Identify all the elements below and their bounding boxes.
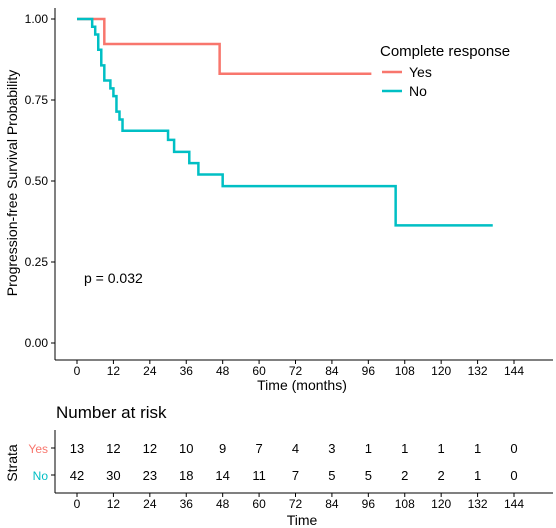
x-tick-label: 84	[325, 364, 339, 378]
x-tick-label: 48	[216, 364, 230, 378]
x-axis-ticks: 0 12 24 36 48 60 72 84 96 108 120 132 144	[74, 360, 524, 378]
y-axis-ticks: 0.00 0.25 0.50 0.75 1.00	[25, 12, 55, 350]
risk-x-tick-label: 36	[180, 497, 194, 511]
p-value-annotation: p = 0.032	[84, 270, 143, 286]
risk-x-tick-label: 12	[107, 497, 121, 511]
risk-cell: 12	[143, 441, 157, 456]
y-tick-label: 1.00	[25, 12, 49, 26]
survival-plot: 0.00 0.25 0.50 0.75 1.00 0 12 24 36 48 60 72 84 96 10…	[4, 8, 553, 393]
risk-x-tick-label: 120	[431, 497, 451, 511]
risk-cell: 23	[143, 468, 157, 483]
risk-cell: 10	[179, 441, 193, 456]
risk-cell: 1	[474, 441, 481, 456]
risk-cell: 0	[510, 468, 517, 483]
risk-cell: 42	[70, 468, 84, 483]
risk-cell: 13	[70, 441, 84, 456]
risk-x-tick-label: 24	[143, 497, 157, 511]
x-tick-label: 12	[107, 364, 121, 378]
risk-cell: 7	[255, 441, 262, 456]
risk-cell: 2	[438, 468, 445, 483]
risk-table-cells: 13 12 12 10 9 7 4 3 1 1 1 1 042 30 23 18 14 11 7 5 5 2 2 1 0	[70, 441, 518, 483]
x-tick-label: 0	[74, 364, 81, 378]
x-tick-label: 120	[431, 364, 451, 378]
risk-cell: 12	[106, 441, 120, 456]
legend: Complete response Yes No	[380, 43, 510, 99]
y-tick-label: 0.25	[25, 255, 49, 269]
risk-cell: 18	[179, 468, 193, 483]
risk-cell: 9	[219, 441, 226, 456]
risk-row-label-yes: Yes	[28, 442, 48, 456]
risk-cell: 1	[474, 468, 481, 483]
x-tick-label: 144	[504, 364, 524, 378]
risk-cell: 7	[292, 468, 299, 483]
risk-row-label-no: No	[33, 469, 49, 483]
risk-x-tick-label: 108	[395, 497, 415, 511]
x-tick-label: 96	[362, 364, 376, 378]
y-tick-label: 0.50	[25, 174, 49, 188]
risk-x-tick-label: 96	[362, 497, 376, 511]
x-tick-label: 132	[468, 364, 488, 378]
risk-cell: 14	[215, 468, 229, 483]
risk-cell: 1	[401, 441, 408, 456]
risk-table-title: Number at risk	[56, 403, 167, 422]
x-tick-label: 60	[252, 364, 266, 378]
risk-x-tick-label: 84	[325, 497, 339, 511]
risk-x-tick-label: 72	[289, 497, 303, 511]
risk-cell: 0	[510, 441, 517, 456]
risk-x-tick-label: 132	[468, 497, 488, 511]
risk-x-tick-label: 144	[504, 497, 524, 511]
x-tick-label: 108	[395, 364, 415, 378]
survival-curve-yes	[77, 17, 372, 76]
risk-cell: 2	[401, 468, 408, 483]
survival-curves	[77, 17, 493, 227]
risk-cell: 3	[328, 441, 335, 456]
y-tick-label: 0.75	[25, 93, 49, 107]
risk-cell: 30	[106, 468, 120, 483]
risk-x-tick-label: 60	[252, 497, 266, 511]
risk-table-x-title: Time	[287, 512, 318, 528]
risk-table-row-label: Strata	[4, 444, 20, 482]
risk-cell: 11	[252, 468, 266, 483]
x-axis-title: Time (months)	[257, 377, 347, 393]
risk-cell: 5	[365, 468, 372, 483]
risk-cell: 1	[365, 441, 372, 456]
legend-title: Complete response	[380, 43, 510, 60]
legend-items: Yes No	[382, 64, 432, 99]
risk-cell: 4	[292, 441, 299, 456]
x-tick-label: 36	[180, 364, 194, 378]
y-tick-label: 0.00	[25, 336, 49, 350]
legend-label-yes: Yes	[409, 64, 432, 80]
risk-cell: 1	[438, 441, 445, 456]
risk-x-tick-label: 48	[216, 497, 230, 511]
y-axis-title: Progression-free Survival Probability	[4, 70, 20, 296]
risk-cell: 5	[328, 468, 335, 483]
x-tick-label: 24	[143, 364, 157, 378]
risk-x-tick-label: 0	[74, 497, 81, 511]
legend-label-no: No	[409, 83, 427, 99]
survival-curve-no	[77, 17, 493, 227]
risk-table-x-ticks: 0 12 24 36 48 60 72 84 96 108 120 132 144	[74, 493, 524, 511]
x-tick-label: 72	[289, 364, 303, 378]
risk-table-row-names: Yes No	[28, 442, 55, 483]
